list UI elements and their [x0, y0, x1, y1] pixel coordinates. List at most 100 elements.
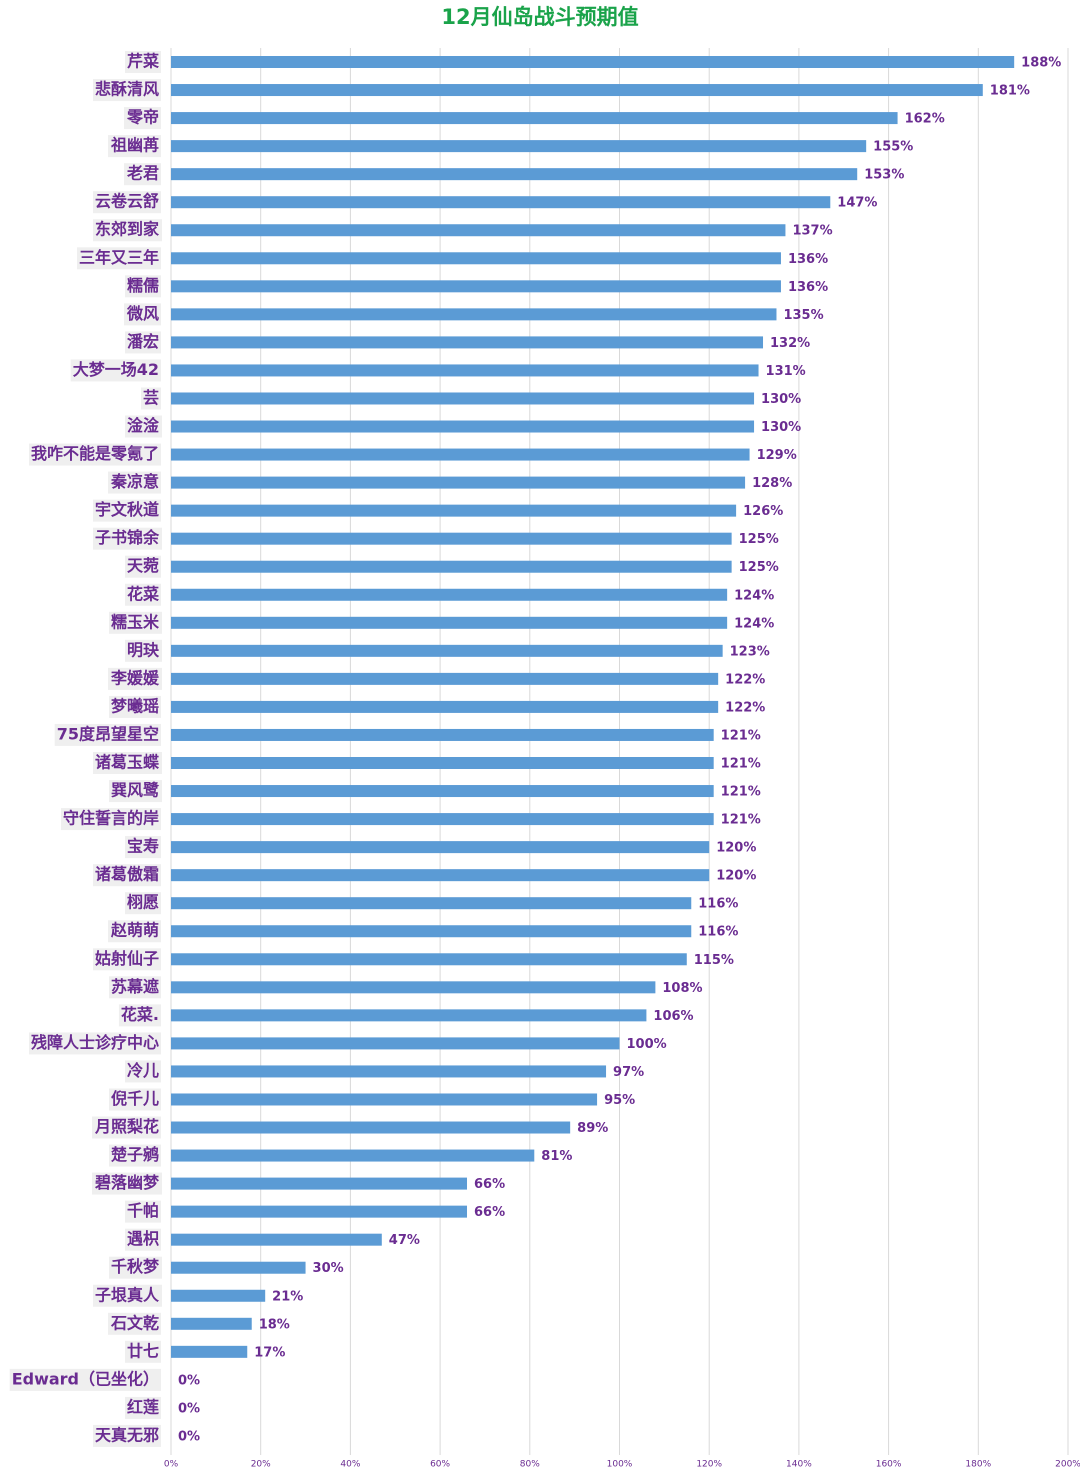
- bar: [171, 981, 656, 994]
- data-label: 129%: [757, 448, 797, 463]
- data-label: 136%: [788, 280, 828, 295]
- data-label: 131%: [766, 364, 806, 379]
- label-background: [140, 387, 161, 410]
- data-label: 89%: [577, 1121, 608, 1136]
- y-tick-label: 诸葛玉蝶: [95, 753, 160, 772]
- label-background: [108, 695, 161, 718]
- label-background: [76, 247, 161, 270]
- label-background: [92, 191, 161, 214]
- bar: [171, 869, 710, 882]
- label-background: [92, 1424, 161, 1447]
- bar: [171, 420, 755, 433]
- bar: [171, 813, 714, 826]
- data-label: 18%: [259, 1317, 290, 1332]
- label-background: [92, 1284, 162, 1307]
- data-label: 0%: [178, 1373, 200, 1388]
- data-label: 128%: [752, 476, 792, 491]
- bar: [171, 728, 714, 741]
- label-background: [92, 752, 162, 774]
- label-background: [28, 443, 161, 466]
- label-background: [92, 864, 161, 887]
- y-tick-label: 赵萌萌: [110, 921, 159, 940]
- label-background: [124, 639, 162, 662]
- bar: [171, 672, 719, 685]
- y-tick-label: 糯儒: [127, 276, 159, 295]
- label-background: [70, 359, 161, 382]
- y-tick-label: 守住誓言的岸: [63, 809, 159, 828]
- data-label: 124%: [734, 616, 774, 631]
- y-tick-label: 楚子鹓: [111, 1145, 159, 1164]
- label-background: [124, 1228, 161, 1251]
- x-tick-label: 140%: [786, 1460, 812, 1470]
- label-background: [108, 611, 162, 634]
- y-tick-label: 苏幕遮: [111, 977, 159, 996]
- y-tick-label: 千秋梦: [111, 1257, 160, 1276]
- y-tick-label: 月照梨花: [94, 1117, 159, 1136]
- bar: [171, 1289, 266, 1302]
- bar: [171, 364, 759, 377]
- bar: [171, 1317, 252, 1330]
- bar: [171, 1121, 571, 1134]
- bar: [171, 336, 764, 349]
- bar: [171, 1037, 620, 1050]
- bar: [171, 280, 781, 293]
- label-background: [124, 51, 161, 73]
- y-tick-label: 秦凉意: [110, 472, 159, 491]
- data-label: 132%: [770, 336, 810, 351]
- y-tick-label: 糯玉米: [111, 612, 160, 631]
- data-label: 123%: [730, 644, 770, 659]
- bar: [171, 252, 781, 265]
- label-background: [91, 1172, 162, 1195]
- y-tick-label: 东郊到家: [95, 220, 160, 239]
- y-tick-label: 淦淦: [127, 416, 160, 435]
- label-background: [108, 1256, 162, 1279]
- bar: [171, 644, 723, 657]
- label-background: [124, 331, 161, 354]
- y-tick-label: 姑射仙子: [95, 949, 159, 968]
- x-tick-label: 40%: [340, 1460, 360, 1470]
- data-label: 153%: [864, 168, 904, 183]
- y-tick-label: 大梦一场42: [73, 360, 159, 379]
- x-tick-label: 200%: [1055, 1460, 1080, 1470]
- data-label: 137%: [792, 224, 832, 239]
- label-background: [118, 1004, 161, 1027]
- bar: [171, 140, 867, 153]
- y-tick-label: 宝寿: [127, 837, 159, 856]
- bar: [171, 56, 1015, 68]
- bar: [171, 84, 983, 97]
- data-label: 108%: [662, 981, 702, 996]
- label-background: [124, 555, 161, 578]
- bar: [171, 757, 714, 769]
- data-label: 125%: [739, 532, 779, 547]
- data-label: 47%: [389, 1233, 420, 1248]
- data-label: 116%: [698, 925, 738, 940]
- label-background: [91, 1116, 161, 1139]
- bar: [171, 1009, 647, 1022]
- bar: [171, 785, 714, 798]
- y-tick-label: 明玦: [127, 640, 160, 659]
- bar: [171, 953, 687, 966]
- label-background: [108, 1144, 161, 1167]
- data-label: 124%: [734, 588, 774, 603]
- x-tick-label: 80%: [520, 1460, 540, 1470]
- label-background: [92, 948, 161, 971]
- y-tick-label: 廿七: [127, 1341, 159, 1360]
- x-tick-label: 160%: [876, 1460, 902, 1470]
- label-background: [108, 976, 161, 999]
- x-tick-label: 20%: [251, 1460, 271, 1470]
- data-label: 135%: [783, 308, 823, 323]
- y-tick-label: 老君: [126, 164, 159, 183]
- data-label: 0%: [178, 1401, 200, 1416]
- data-label: 147%: [837, 196, 877, 211]
- bar: [171, 616, 728, 629]
- y-tick-label: 李媛媛: [110, 668, 160, 687]
- y-tick-label: 潘宏: [127, 332, 159, 351]
- y-tick-label: 三年又三年: [79, 248, 159, 267]
- bar: [171, 1149, 535, 1162]
- data-label: 115%: [694, 953, 734, 968]
- data-label: 121%: [721, 785, 761, 800]
- y-tick-label: 祖幽苒: [110, 136, 159, 155]
- data-label: 95%: [604, 1093, 635, 1108]
